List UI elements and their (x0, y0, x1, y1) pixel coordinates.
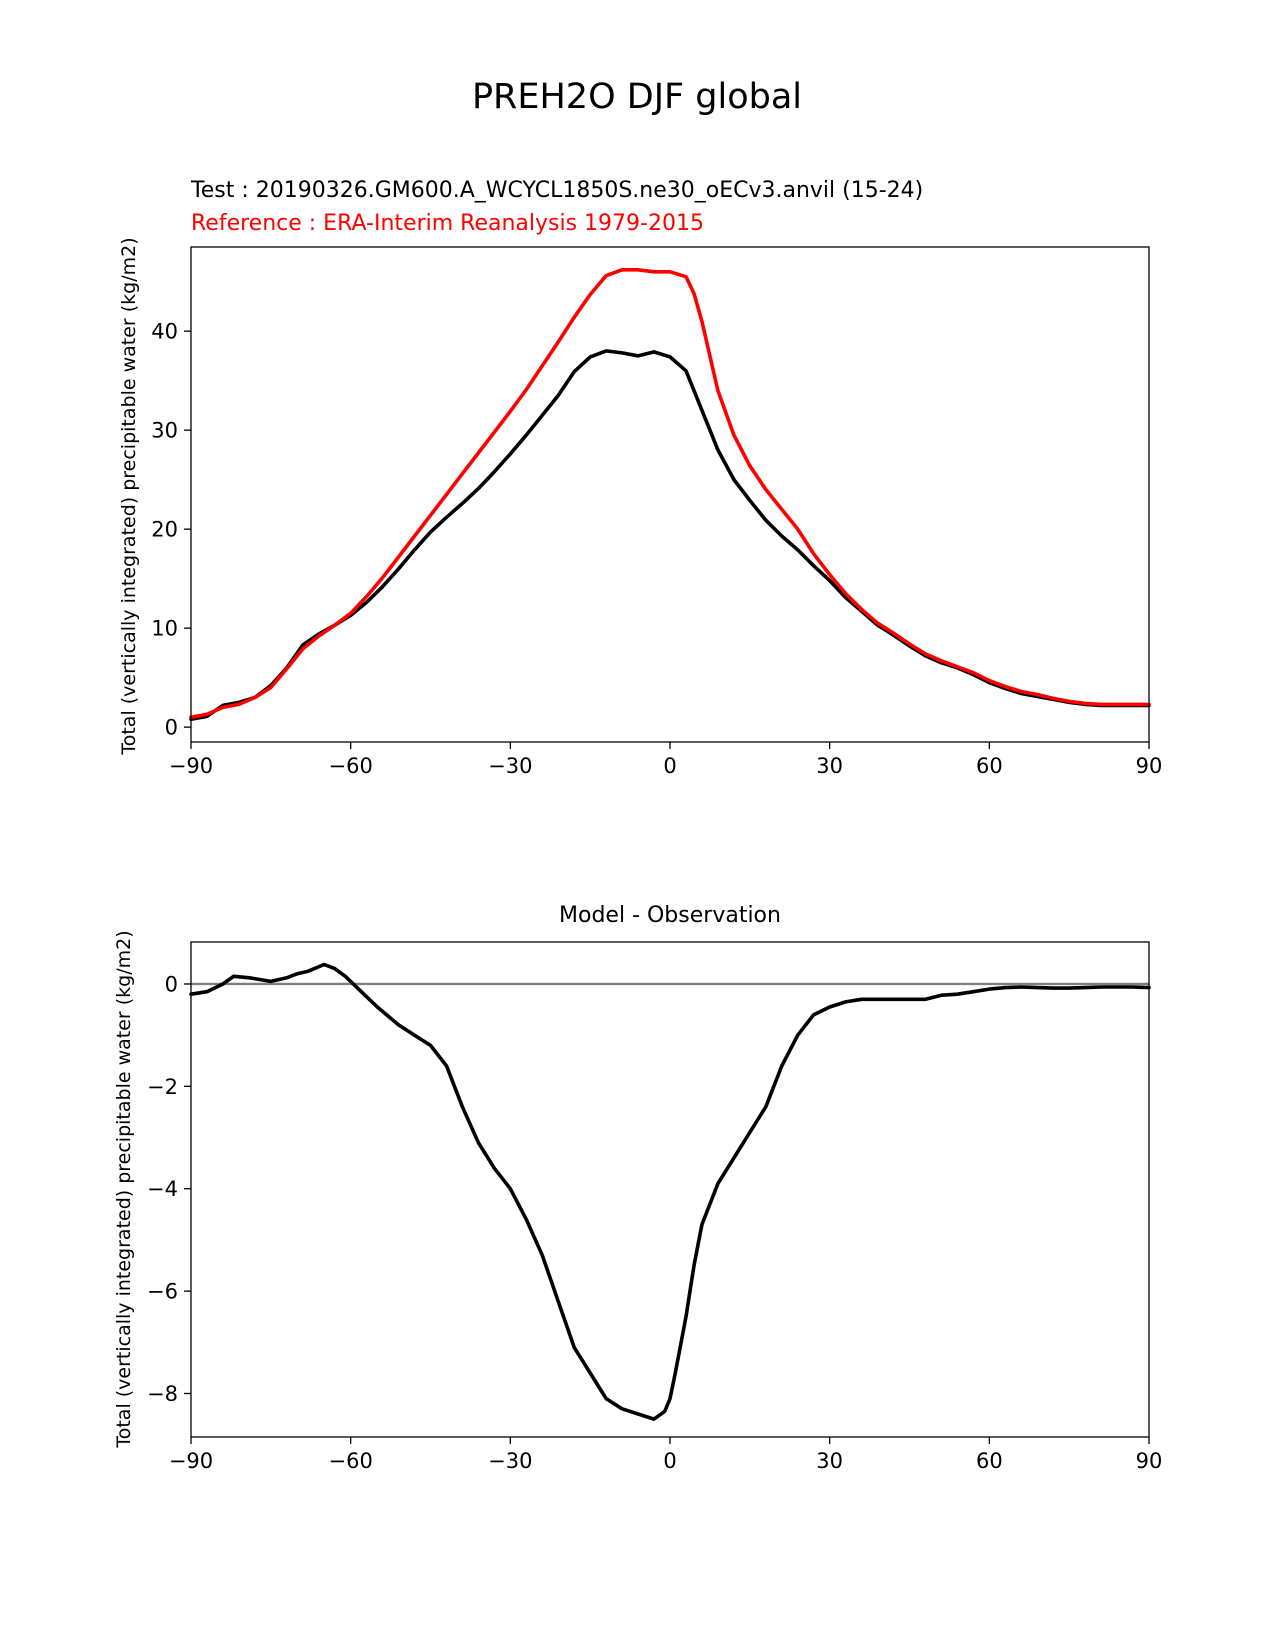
panel-bottom: Model - Observation Total (vertically in… (113, 903, 1162, 1473)
y-tick-label: −2 (147, 1075, 178, 1099)
y-tick-label: 40 (151, 320, 178, 344)
x-tick-label: 0 (663, 1449, 676, 1473)
axes-frame (190, 941, 1150, 1438)
series-line-reference (189, 267, 1151, 720)
x-tick-label: 60 (976, 754, 1003, 778)
axes-frame (190, 246, 1150, 743)
top-plot-area: −90 −60 −30 0 30 60 90 0 10 20 30 40 (151, 246, 1163, 778)
y-tick-label: 0 (165, 972, 178, 996)
x-tick-label: 60 (976, 1449, 1003, 1473)
x-tick-label: 0 (663, 754, 676, 778)
x-tick-label: 30 (816, 1449, 843, 1473)
y-tick-label: 0 (165, 716, 178, 740)
figure-title: PREH2O DJF global (472, 77, 802, 117)
reference-title: Reference : ERA-Interim Reanalysis 1979-… (191, 211, 704, 236)
series-line-model-observation (189, 962, 1151, 1421)
y-tick-label: 10 (151, 617, 178, 641)
test-title: Test : 20190326.GM600.A_WCYCL1850S.ne30_… (190, 178, 923, 203)
x-tick-label: 90 (1136, 1449, 1163, 1473)
y-tick-label: 20 (151, 518, 178, 542)
x-tick-label: 30 (816, 754, 843, 778)
panel-top: Test : 20190326.GM600.A_WCYCL1850S.ne30_… (118, 178, 1162, 778)
x-tick-label: −90 (169, 1449, 213, 1473)
y-tick-label: −6 (147, 1280, 178, 1304)
y-tick-label: −8 (147, 1382, 178, 1406)
bottom-plot-area: −90 −60 −30 0 30 60 90 0 −2 −4 −6 −8 (147, 941, 1163, 1473)
x-tick-label: −60 (329, 754, 373, 778)
y-axis-label: Total (vertically integrated) precipitab… (113, 930, 135, 1448)
x-tick-label: 90 (1136, 754, 1163, 778)
y-axis-label: Total (vertically integrated) precipitab… (118, 237, 140, 755)
x-tick-label: −60 (329, 1449, 373, 1473)
difference-title: Model - Observation (559, 903, 781, 928)
y-tick-label: −4 (147, 1177, 178, 1201)
x-tick-label: −30 (488, 754, 532, 778)
x-tick-label: −30 (488, 1449, 532, 1473)
x-tick-label: −90 (169, 754, 213, 778)
series-line-test (189, 349, 1151, 722)
y-tick-label: 30 (151, 419, 178, 443)
